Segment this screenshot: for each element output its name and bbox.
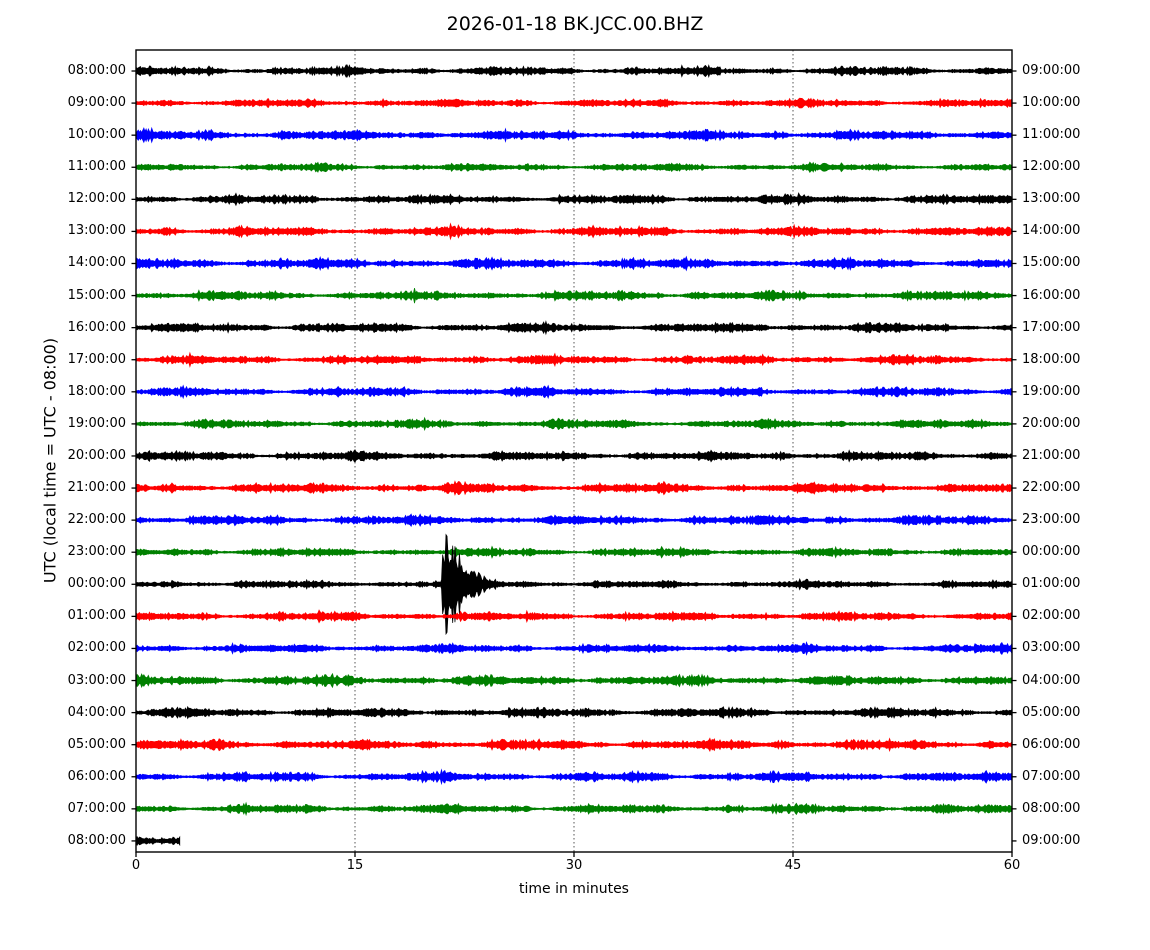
y-tick-label-right: 15:00:00 [1022, 255, 1081, 271]
x-tick-label: 45 [784, 858, 802, 873]
y-tick-label-right: 09:00:00 [1022, 63, 1081, 78]
y-tick-label-left: 18:00:00 [67, 383, 126, 399]
x-axis-label: time in minutes [519, 881, 629, 897]
y-tick-label-right: 14:00:00 [1022, 223, 1081, 239]
y-tick-label-left: 04:00:00 [67, 704, 126, 720]
y-tick-label-left: 15:00:00 [67, 287, 126, 303]
x-tick-label: 0 [131, 858, 141, 873]
y-tick-label-right: 08:00:00 [1022, 800, 1081, 816]
y-tick-label-left: 14:00:00 [67, 255, 126, 271]
y-tick-label-left: 08:00:00 [67, 832, 126, 848]
y-tick-label-right: 17:00:00 [1022, 319, 1081, 335]
y-tick-label-left: 19:00:00 [67, 415, 126, 431]
y-tick-label-left: 07:00:00 [67, 800, 126, 816]
y-tick-label-right: 10:00:00 [1022, 95, 1081, 111]
y-tick-label-left: 23:00:00 [67, 544, 126, 560]
y-tick-label-left: 21:00:00 [67, 480, 126, 496]
y-tick-label-left: 20:00:00 [67, 447, 126, 463]
y-tick-label-left: 03:00:00 [67, 672, 126, 688]
y-tick-label-left: 11:00:00 [67, 159, 126, 175]
y-tick-label-left: 16:00:00 [67, 319, 126, 335]
y-tick-label-right: 23:00:00 [1022, 512, 1081, 528]
y-tick-label-right: 19:00:00 [1022, 383, 1081, 399]
y-tick-label-right: 05:00:00 [1022, 704, 1081, 720]
y-tick-label-right: 18:00:00 [1022, 351, 1081, 367]
y-tick-label-right: 13:00:00 [1022, 191, 1081, 207]
y-tick-label-right: 16:00:00 [1022, 287, 1081, 303]
y-tick-label-right: 04:00:00 [1022, 672, 1081, 688]
seismogram-traces [135, 64, 1013, 847]
y-tick-label-right: 11:00:00 [1022, 127, 1081, 143]
y-tick-label-left: 12:00:00 [67, 191, 126, 207]
y-tick-label-right: 03:00:00 [1022, 640, 1081, 656]
y-tick-label-left: 02:00:00 [67, 640, 126, 656]
y-tick-label-left: 00:00:00 [67, 576, 126, 592]
x-tick-label: 30 [565, 858, 583, 873]
y-tick-label-right: 01:00:00 [1022, 576, 1081, 592]
y-tick-label-left: 08:00:00 [67, 63, 126, 78]
y-tick-label-left: 10:00:00 [67, 127, 126, 143]
y-tick-label-right: 22:00:00 [1022, 480, 1081, 496]
y-tick-label-right: 20:00:00 [1022, 415, 1081, 431]
x-tick-label: 60 [1003, 858, 1021, 873]
y-tick-label-right: 12:00:00 [1022, 159, 1081, 175]
y-tick-label-left: 09:00:00 [67, 95, 126, 111]
y-tick-label-left: 06:00:00 [67, 768, 126, 784]
y-tick-label-right: 02:00:00 [1022, 608, 1081, 624]
y-tick-label-left: 01:00:00 [67, 608, 126, 624]
gridlines [354, 50, 794, 852]
y-tick-label-right: 21:00:00 [1022, 447, 1081, 463]
y-tick-label-right: 00:00:00 [1022, 544, 1081, 560]
y-tick-label-left: 05:00:00 [67, 736, 126, 752]
page-title: 2026-01-18 BK.JCC.00.BHZ [446, 13, 704, 35]
axis-ticks [131, 70, 1017, 857]
y-tick-label-left: 22:00:00 [67, 512, 126, 528]
y-tick-label-right: 07:00:00 [1022, 768, 1081, 784]
y-tick-label-left: 13:00:00 [67, 223, 126, 239]
y-tick-label-left: 17:00:00 [67, 351, 126, 367]
y-tick-label-right: 09:00:00 [1022, 832, 1081, 848]
y-tick-label-right: 06:00:00 [1022, 736, 1081, 752]
x-tick-label: 15 [346, 858, 364, 873]
